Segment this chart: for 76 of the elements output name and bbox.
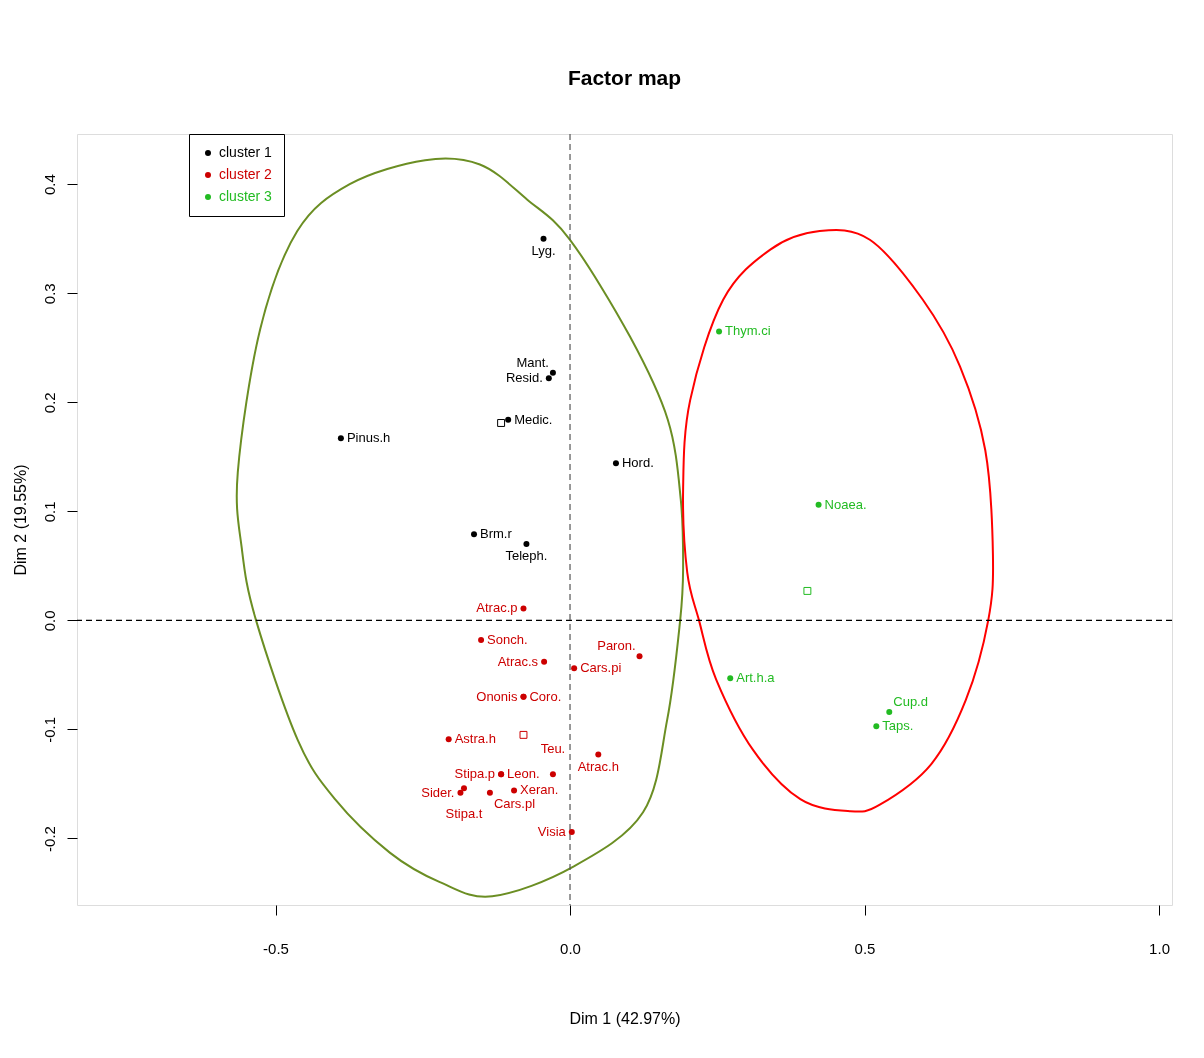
point xyxy=(815,501,822,508)
annotation: Sonch. xyxy=(487,632,528,647)
annotation: Teu. xyxy=(540,741,566,757)
point xyxy=(519,730,528,739)
point xyxy=(541,658,548,665)
point xyxy=(549,771,556,778)
x-tick-label: 0.0 xyxy=(560,939,581,957)
point xyxy=(716,328,723,335)
annotation: Hord. xyxy=(621,455,654,471)
annotation: Ononis xyxy=(476,688,518,704)
legend-label: cluster 3 xyxy=(219,188,273,204)
annotation: Lyg. xyxy=(531,242,556,258)
annotation: Brm.r xyxy=(480,526,513,542)
point xyxy=(497,419,506,427)
annotation: Astra.h xyxy=(454,731,496,747)
annotation: Cars.pl xyxy=(493,795,536,811)
point xyxy=(445,736,452,743)
point xyxy=(337,435,344,442)
y-tick-label: 0.1 xyxy=(40,501,58,523)
annotation: Xeran. xyxy=(520,782,559,798)
point xyxy=(803,586,812,595)
annotation: Sider. xyxy=(421,784,455,800)
point xyxy=(612,460,619,467)
point xyxy=(478,637,485,643)
annotation: Noaea. xyxy=(824,496,867,512)
legend-label: cluster 1 xyxy=(219,144,273,160)
annotation: Atrac.p xyxy=(476,600,518,616)
x-tick-label: -0.5 xyxy=(263,939,289,957)
point xyxy=(523,541,530,548)
point xyxy=(505,416,512,423)
x-tick-label: 1.0 xyxy=(1149,939,1170,957)
annotation: Thym.ci xyxy=(725,323,771,339)
y-tick-label: -0.1 xyxy=(40,717,58,743)
annotation: Art.h.a xyxy=(736,670,776,686)
annotation: Visia xyxy=(537,823,567,839)
annotation: Stipa.t xyxy=(445,806,483,822)
y-tick-label: 0.4 xyxy=(40,174,58,196)
annotation: Teleph. xyxy=(505,548,548,564)
annotation: Paron. xyxy=(597,638,636,654)
point xyxy=(460,785,467,792)
chart-title: Factor map xyxy=(567,66,682,90)
annotation: Leon. xyxy=(507,766,540,782)
annotation: Coro. xyxy=(529,688,562,704)
annotation: Mant. xyxy=(516,354,549,370)
point xyxy=(571,665,578,672)
point xyxy=(540,235,547,242)
annotation: Atrac.h xyxy=(577,758,619,774)
point xyxy=(595,751,602,758)
y-axis-title: Dim 2 (19.55%) xyxy=(11,464,29,576)
x-axis-title: Dim 1 (42.97%) xyxy=(569,1009,681,1027)
annotation: Resid. xyxy=(505,370,543,386)
point xyxy=(520,605,527,612)
annotation: Medic. xyxy=(514,411,553,427)
x-tick-label: 0.5 xyxy=(854,939,876,957)
point xyxy=(511,787,518,794)
point xyxy=(636,653,643,660)
point xyxy=(727,675,734,682)
point xyxy=(873,723,880,730)
y-tick-label: 0.2 xyxy=(40,392,58,414)
point xyxy=(545,375,552,382)
point xyxy=(457,789,464,796)
annotation: Atrac.s xyxy=(497,653,539,669)
point xyxy=(549,369,556,376)
point xyxy=(486,789,493,796)
annotation: Cars.pi xyxy=(580,660,622,676)
annotation: Taps. xyxy=(882,718,914,734)
y-tick-label: 0.3 xyxy=(40,283,58,305)
y-tick-label: 0.0 xyxy=(40,610,58,632)
y-tick-label: -0.2 xyxy=(40,826,58,852)
legend-label: cluster 2 xyxy=(219,166,273,182)
point xyxy=(568,828,575,835)
point xyxy=(886,708,893,715)
annotation: Pinus.h xyxy=(346,430,391,446)
point xyxy=(471,531,477,538)
annotation: Cup.d xyxy=(893,693,928,709)
annotation: Stipa.p xyxy=(454,766,496,782)
